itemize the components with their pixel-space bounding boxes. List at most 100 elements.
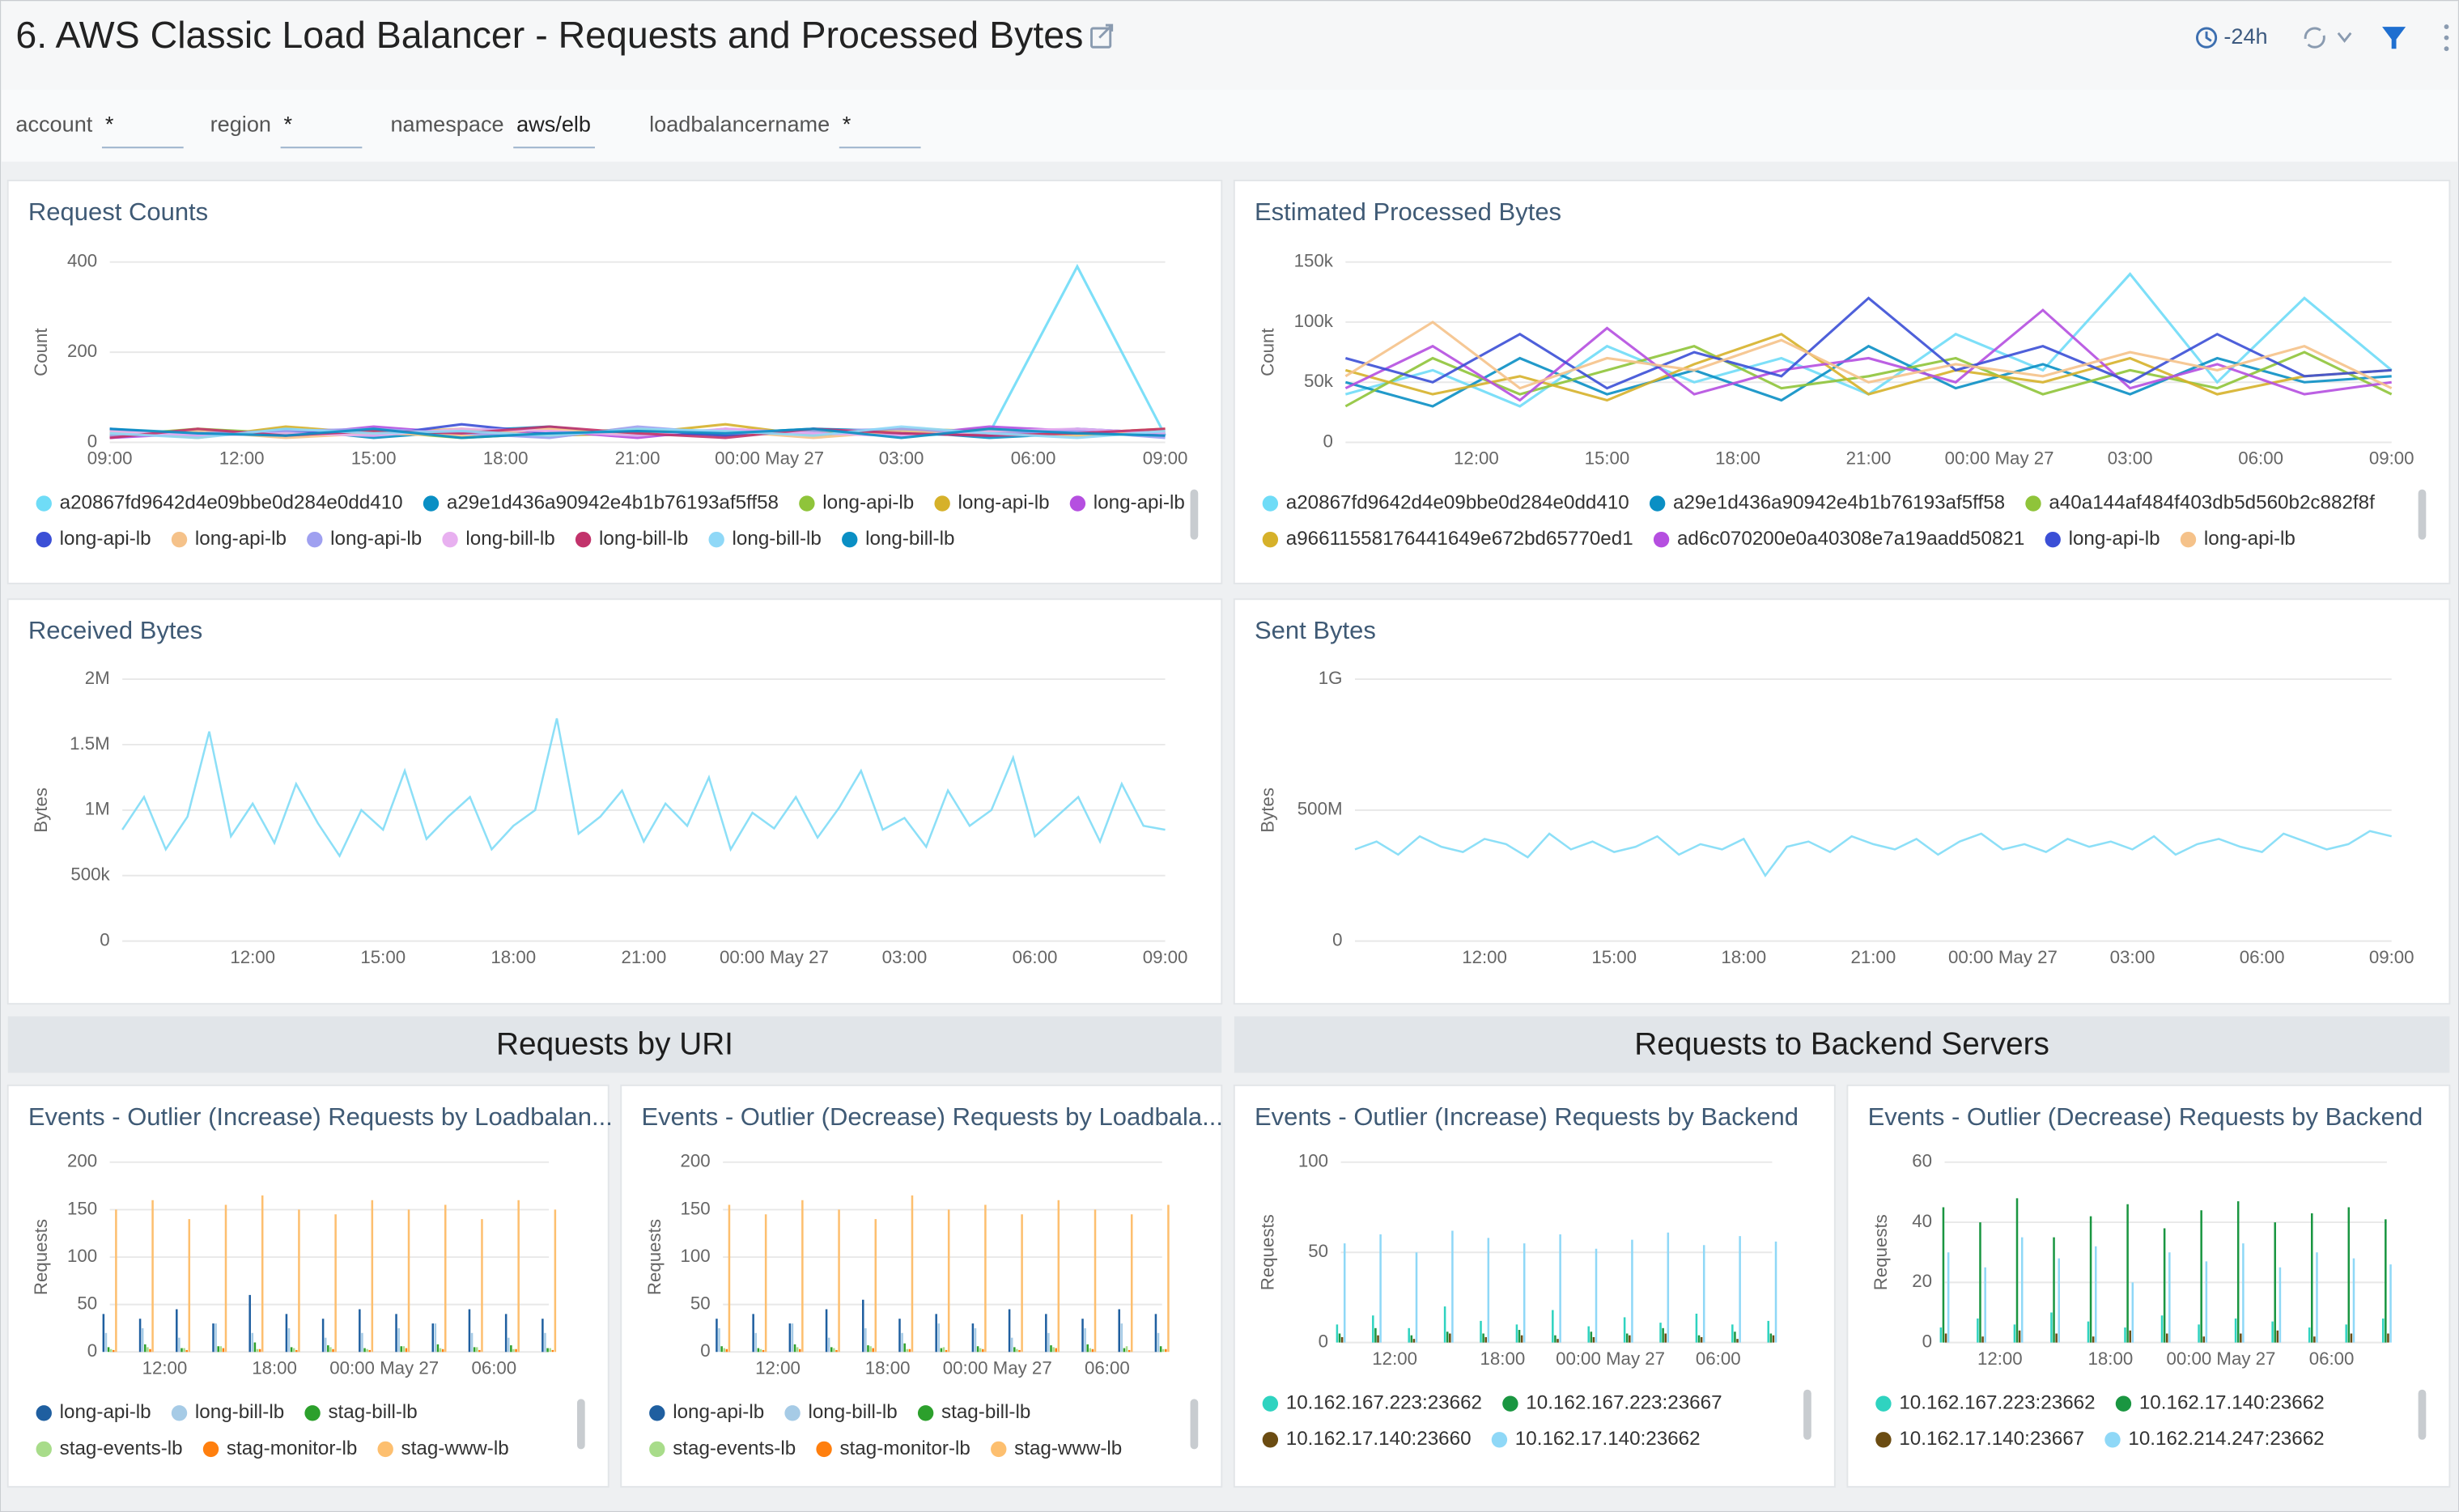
legend-swatch xyxy=(784,1405,801,1421)
panel-frame xyxy=(6,598,1223,1005)
y-axis-label: Bytes xyxy=(1257,788,1277,833)
legend-item[interactable]: stag-www-lb xyxy=(377,1438,509,1459)
refresh-button[interactable] xyxy=(2304,27,2352,49)
y-tick-label: 200 xyxy=(681,1151,711,1171)
panel: Events - Outlier (Increase) Requests by … xyxy=(6,1084,613,1488)
legend-label: long-api-lb xyxy=(1094,491,1185,513)
legend-scrollbar[interactable] xyxy=(2418,1389,2427,1440)
legend-item[interactable]: 10.162.17.140:23662 xyxy=(1491,1428,1701,1450)
filter[interactable]: account * xyxy=(15,111,184,149)
x-tick-label: 06:00 xyxy=(1011,448,1056,469)
legend-scrollbar[interactable] xyxy=(577,1399,585,1450)
legend-swatch xyxy=(575,531,592,548)
filter[interactable]: loadbalancername * xyxy=(649,111,921,149)
legend-label: long-bill-lb xyxy=(865,528,954,550)
x-tick-label: 00:00 May 27 xyxy=(1948,947,2058,967)
legend-item[interactable]: stag-events-lb xyxy=(649,1438,796,1459)
y-tick-label: 500M xyxy=(1297,799,1343,819)
legend-item[interactable]: long-api-lb xyxy=(36,1401,151,1423)
legend-item[interactable]: a20867fd9642d4e09bbe0d284e0dd410 xyxy=(1262,491,1629,513)
legend-swatch xyxy=(304,1405,321,1421)
legend-item[interactable]: stag-monitor-lb xyxy=(202,1438,357,1459)
panel-frame xyxy=(1846,1084,2451,1488)
legend-item[interactable]: long-bill-lb xyxy=(442,528,555,550)
x-tick-label: 15:00 xyxy=(1591,947,1637,967)
legend-scrollbar[interactable] xyxy=(2418,489,2427,540)
x-tick-label: 06:00 xyxy=(471,1357,516,1378)
x-tick-label: 12:00 xyxy=(1372,1348,1417,1369)
legend-item[interactable]: long-api-lb xyxy=(171,528,287,550)
legend-item[interactable]: long-api-lb xyxy=(934,491,1050,513)
y-tick-label: 200 xyxy=(67,341,97,361)
legend-item[interactable]: 10.162.167.223:23662 xyxy=(1262,1392,1482,1414)
series-line xyxy=(1344,345,2393,408)
legend-item[interactable]: stag-monitor-lb xyxy=(816,1438,970,1459)
panel-title: Events - Outlier (Decrease) Requests by … xyxy=(641,1102,1223,1131)
legend-item[interactable]: 10.162.17.140:23662 xyxy=(2115,1392,2325,1414)
legend-item[interactable]: long-api-lb xyxy=(2180,528,2295,550)
more-button[interactable] xyxy=(2444,24,2449,52)
legend-item[interactable]: 10.162.167.223:23662 xyxy=(1875,1392,2096,1414)
panel-frame xyxy=(6,1084,609,1488)
legend-item[interactable]: 10.162.214.247:23662 xyxy=(2104,1428,2325,1450)
legend-item[interactable]: a29e1d436a90942e4b1b76193af5ff58 xyxy=(1649,491,2005,513)
legend-item[interactable]: long-api-lb xyxy=(1069,491,1185,513)
x-tick-label: 12:00 xyxy=(230,947,275,967)
dashboard-title: 6. AWS Classic Load Balancer - Requests … xyxy=(15,14,1083,56)
legend-label: long-bill-lb xyxy=(195,1401,284,1423)
legend-item[interactable]: long-bill-lb xyxy=(784,1401,898,1423)
legend-item[interactable]: a20867fd9642d4e09bbe0d284e0dd410 xyxy=(36,491,403,513)
x-tick-label: 12:00 xyxy=(1454,448,1499,469)
series-line xyxy=(1344,321,2393,390)
legend-swatch xyxy=(36,1405,52,1421)
filter-label: region xyxy=(210,111,271,136)
legend-item[interactable]: long-api-lb xyxy=(36,528,151,550)
share-icon[interactable] xyxy=(1090,23,1114,49)
filter-value: aws/elb xyxy=(516,111,591,136)
legend-item[interactable]: long-api-lb xyxy=(307,528,422,550)
legend-swatch xyxy=(934,495,950,512)
panel-title: Request Counts xyxy=(28,197,208,226)
legend-item[interactable]: a40a144af484f403db5d560b2c882f8f xyxy=(2025,491,2375,513)
legend-label: stag-monitor-lb xyxy=(839,1438,970,1459)
legend-item[interactable]: long-api-lb xyxy=(649,1401,764,1423)
legend-item[interactable]: 10.162.17.140:23660 xyxy=(1262,1428,1472,1450)
panel-title: Events - Outlier (Decrease) Requests by … xyxy=(1868,1102,2423,1131)
legend-item[interactable]: 10.162.167.223:23667 xyxy=(1502,1392,1722,1414)
x-tick-label: 18:00 xyxy=(252,1357,297,1378)
legend-label: stag-www-lb xyxy=(1014,1438,1122,1459)
legend-swatch xyxy=(708,531,724,548)
legend-item[interactable]: long-api-lb xyxy=(2045,528,2160,550)
panel-title: Sent Bytes xyxy=(1255,616,1376,644)
legend-item[interactable]: stag-bill-lb xyxy=(304,1401,418,1423)
legend-label: long-bill-lb xyxy=(599,528,688,550)
y-tick-label: 0 xyxy=(1332,930,1342,950)
legend-item[interactable]: 10.162.17.140:23667 xyxy=(1875,1428,2084,1450)
legend-item[interactable]: a96611558176441649e672bd65770ed1 xyxy=(1262,528,1633,550)
legend-item[interactable]: stag-bill-lb xyxy=(917,1401,1030,1423)
panel: Events - Outlier (Decrease) Requests by … xyxy=(1846,1084,2451,1488)
legend-item[interactable]: stag-www-lb xyxy=(991,1438,1122,1459)
legend-item[interactable]: long-bill-lb xyxy=(575,528,688,550)
y-tick-label: 0 xyxy=(1323,431,1332,451)
legend-item[interactable]: long-bill-lb xyxy=(842,528,954,550)
x-tick-label: 18:00 xyxy=(491,947,536,967)
legend-item[interactable]: long-bill-lb xyxy=(708,528,822,550)
legend-item[interactable]: long-api-lb xyxy=(799,491,914,513)
filter-button[interactable] xyxy=(2382,27,2406,49)
legend-item[interactable]: stag-events-lb xyxy=(36,1438,183,1459)
x-tick-label: 03:00 xyxy=(879,448,924,469)
legend-label: stag-monitor-lb xyxy=(227,1438,357,1459)
legend-item[interactable]: ad6c070200e0a40308e7a19aadd50821 xyxy=(1653,528,2024,550)
filter[interactable]: namespace aws/elb xyxy=(390,111,595,149)
legend-item[interactable]: long-bill-lb xyxy=(171,1401,284,1423)
legend-scrollbar[interactable] xyxy=(1190,489,1199,540)
y-axis-label: Bytes xyxy=(31,788,51,833)
legend-scrollbar[interactable] xyxy=(1803,1389,1811,1440)
series-line xyxy=(121,718,1166,859)
legend-label: a29e1d436a90942e4b1b76193af5ff58 xyxy=(1673,491,2005,513)
filter[interactable]: region * xyxy=(210,111,363,149)
time-range-button[interactable]: -24h xyxy=(2195,23,2268,49)
legend-scrollbar[interactable] xyxy=(1190,1399,1199,1450)
legend-item[interactable]: a29e1d436a90942e4b1b76193af5ff58 xyxy=(423,491,779,513)
